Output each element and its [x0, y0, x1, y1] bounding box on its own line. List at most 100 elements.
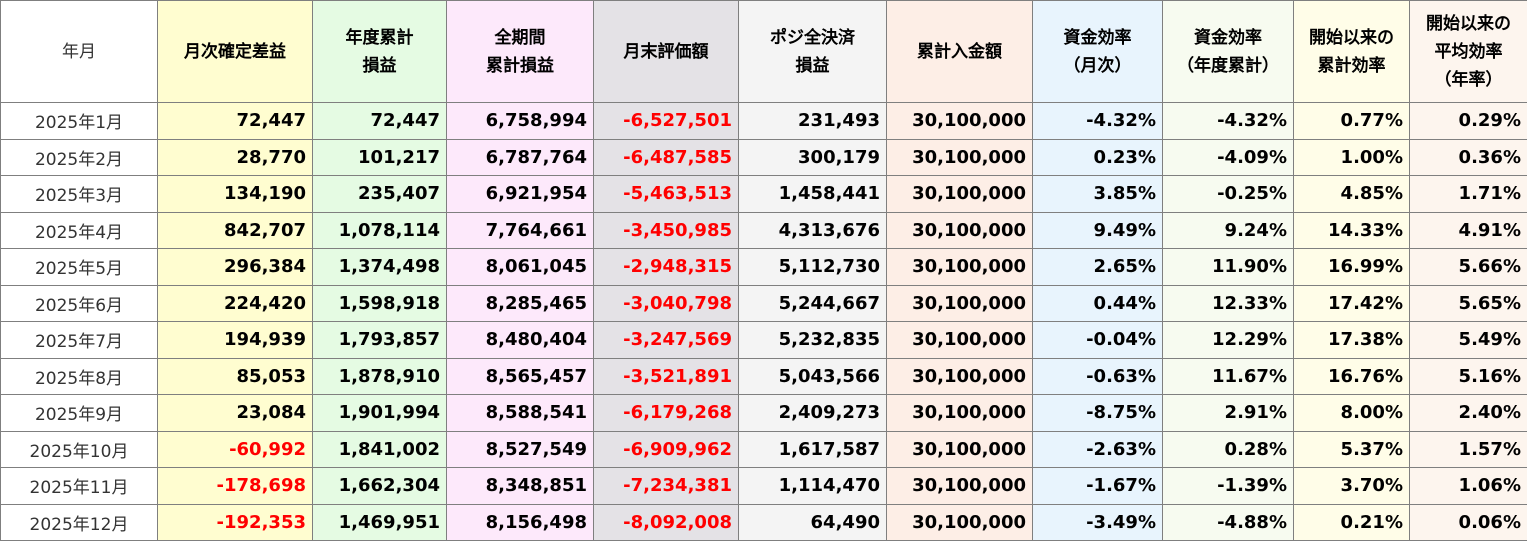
cell-effy: -4.88% — [1163, 504, 1294, 541]
cell-eval: -6,909,962 — [594, 431, 739, 468]
cell-pos: 4,313,676 — [739, 212, 887, 249]
header-effy-line: 資金効率 — [1169, 24, 1287, 52]
cell-ym: 2025年10月 — [1, 431, 158, 468]
cell-total: 8,480,404 — [447, 322, 594, 359]
cell-eval: -6,179,268 — [594, 395, 739, 432]
cell-yearly: 1,598,918 — [313, 285, 447, 322]
header-pos-line: ポジ全決済 — [745, 24, 880, 52]
cell-effa: 5.65% — [1410, 285, 1527, 322]
cell-total: 8,061,045 — [447, 249, 594, 286]
cell-monthly: 85,053 — [158, 358, 313, 395]
cell-effm: 3.85% — [1033, 176, 1163, 213]
cell-monthly: 72,447 — [158, 103, 313, 140]
cell-ym: 2025年12月 — [1, 504, 158, 541]
cell-monthly: 224,420 — [158, 285, 313, 322]
header-effc-line: 開始以来の — [1300, 24, 1403, 52]
cell-effc: 8.00% — [1294, 395, 1410, 432]
cell-pos: 1,617,587 — [739, 431, 887, 468]
header-effa: 開始以来の平均効率（年率） — [1410, 1, 1527, 103]
header-effm-line: 資金効率 — [1039, 24, 1156, 52]
cell-ym: 2025年2月 — [1, 139, 158, 176]
cell-total: 8,285,465 — [447, 285, 594, 322]
cell-pos: 5,112,730 — [739, 249, 887, 286]
cell-deposit: 30,100,000 — [887, 358, 1033, 395]
cell-effm: -3.49% — [1033, 504, 1163, 541]
cell-effc: 5.37% — [1294, 431, 1410, 468]
cell-effy: 12.29% — [1163, 322, 1294, 359]
header-yearly-line: 損益 — [319, 52, 440, 80]
header-deposit: 累計入金額 — [887, 1, 1033, 103]
cell-effa: 1.06% — [1410, 468, 1527, 505]
cell-eval: -2,948,315 — [594, 249, 739, 286]
cell-effm: -4.32% — [1033, 103, 1163, 140]
cell-yearly: 1,469,951 — [313, 504, 447, 541]
header-ym: 年月 — [1, 1, 158, 103]
cell-effy: 12.33% — [1163, 285, 1294, 322]
cell-ym: 2025年3月 — [1, 176, 158, 213]
header-effa-line: 平均効率 — [1416, 38, 1521, 66]
cell-monthly: -192,353 — [158, 504, 313, 541]
header-pos-line: 損益 — [745, 52, 880, 80]
cell-effc: 14.33% — [1294, 212, 1410, 249]
cell-deposit: 30,100,000 — [887, 395, 1033, 432]
cell-deposit: 30,100,000 — [887, 176, 1033, 213]
header-effc: 開始以来の累計効率 — [1294, 1, 1410, 103]
cell-effy: 2.91% — [1163, 395, 1294, 432]
cell-effc: 0.21% — [1294, 504, 1410, 541]
header-effm: 資金効率（月次） — [1033, 1, 1163, 103]
header-pos: ポジ全決済損益 — [739, 1, 887, 103]
header-total: 全期間累計損益 — [447, 1, 594, 103]
cell-yearly: 1,793,857 — [313, 322, 447, 359]
cell-pos: 5,244,667 — [739, 285, 887, 322]
cell-deposit: 30,100,000 — [887, 103, 1033, 140]
cell-deposit: 30,100,000 — [887, 139, 1033, 176]
cell-effm: -0.04% — [1033, 322, 1163, 359]
cell-yearly: 1,078,114 — [313, 212, 447, 249]
cell-effm: 9.49% — [1033, 212, 1163, 249]
cell-effm: -8.75% — [1033, 395, 1163, 432]
cell-eval: -3,247,569 — [594, 322, 739, 359]
cell-monthly: 842,707 — [158, 212, 313, 249]
cell-eval: -3,521,891 — [594, 358, 739, 395]
cell-pos: 64,490 — [739, 504, 887, 541]
cell-deposit: 30,100,000 — [887, 504, 1033, 541]
cell-total: 8,348,851 — [447, 468, 594, 505]
header-total-line: 累計損益 — [453, 52, 587, 80]
cell-yearly: 1,901,994 — [313, 395, 447, 432]
cell-ym: 2025年4月 — [1, 212, 158, 249]
cell-effy: 9.24% — [1163, 212, 1294, 249]
cell-effm: -2.63% — [1033, 431, 1163, 468]
cell-effc: 17.38% — [1294, 322, 1410, 359]
cell-pos: 1,458,441 — [739, 176, 887, 213]
cell-deposit: 30,100,000 — [887, 431, 1033, 468]
cell-pos: 5,043,566 — [739, 358, 887, 395]
cell-effc: 17.42% — [1294, 285, 1410, 322]
cell-effy: -4.32% — [1163, 103, 1294, 140]
header-deposit-line: 累計入金額 — [893, 38, 1026, 66]
cell-effc: 16.99% — [1294, 249, 1410, 286]
cell-total: 8,565,457 — [447, 358, 594, 395]
cell-effm: 0.44% — [1033, 285, 1163, 322]
cell-effy: 11.90% — [1163, 249, 1294, 286]
cell-monthly: 28,770 — [158, 139, 313, 176]
cell-ym: 2025年1月 — [1, 103, 158, 140]
cell-monthly: -178,698 — [158, 468, 313, 505]
cell-effy: -0.25% — [1163, 176, 1294, 213]
header-effa-line: 開始以来の — [1416, 10, 1521, 38]
cell-effm: 0.23% — [1033, 139, 1163, 176]
cell-eval: -3,450,985 — [594, 212, 739, 249]
cell-eval: -8,092,008 — [594, 504, 739, 541]
header-effc-line: 累計効率 — [1300, 52, 1403, 80]
cell-total: 6,787,764 — [447, 139, 594, 176]
